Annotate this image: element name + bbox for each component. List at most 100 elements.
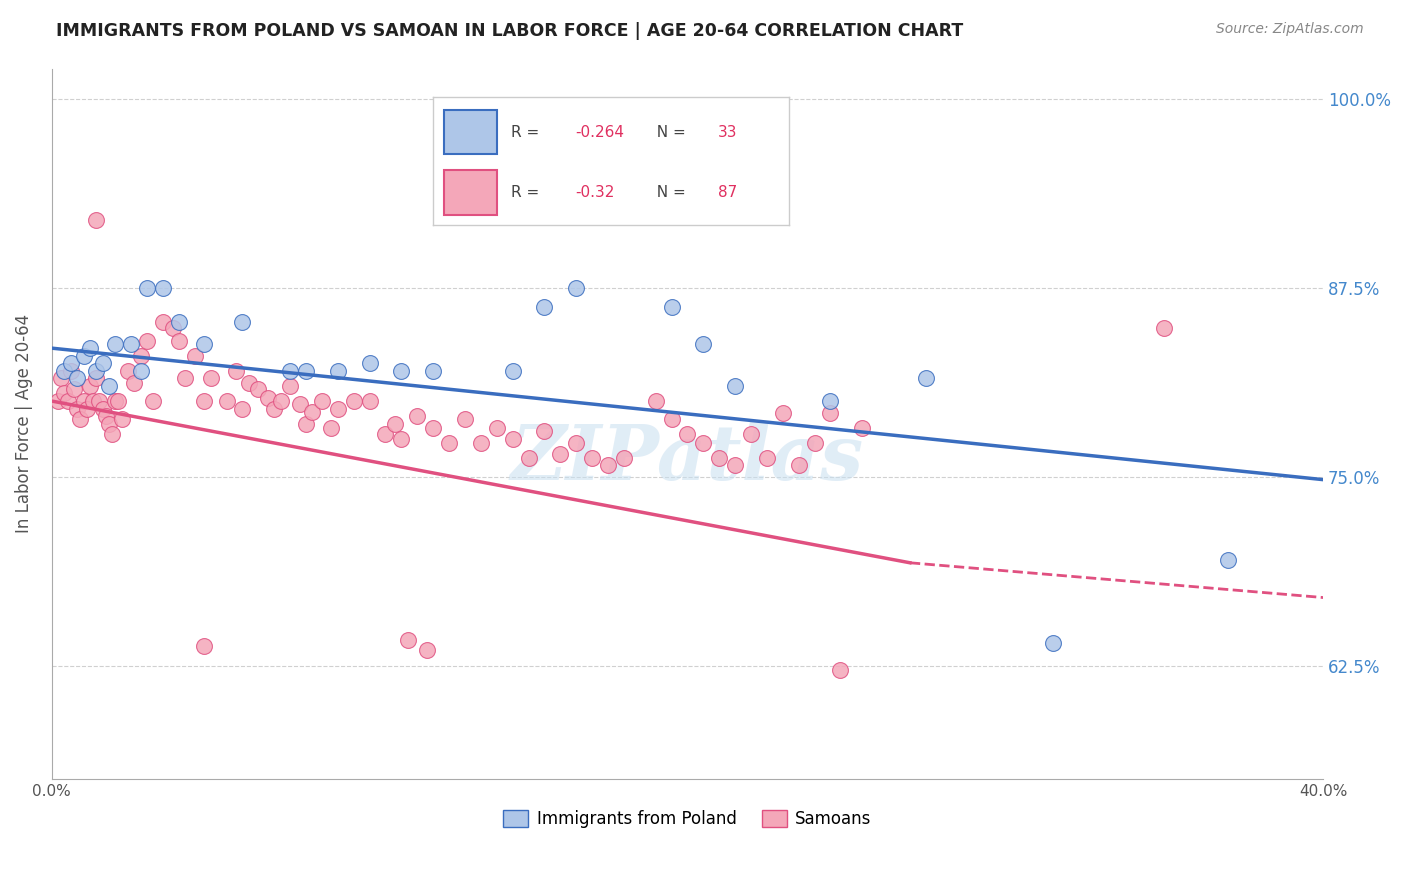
Point	[231, 401, 253, 416]
Point	[343, 394, 366, 409]
Point	[238, 376, 260, 390]
Point	[422, 421, 444, 435]
Point	[454, 412, 477, 426]
Point	[820, 406, 842, 420]
Point	[91, 356, 114, 370]
Point	[787, 458, 810, 472]
Point	[91, 401, 114, 416]
Point	[69, 412, 91, 426]
Point	[321, 421, 343, 435]
Point	[46, 394, 69, 409]
Point	[828, 663, 851, 677]
Point	[288, 397, 311, 411]
Point	[295, 417, 318, 431]
Point	[389, 432, 412, 446]
Point	[914, 371, 936, 385]
Legend: Immigrants from Poland, Samoans: Immigrants from Poland, Samoans	[496, 803, 879, 835]
Point	[63, 382, 86, 396]
Point	[72, 394, 94, 409]
Point	[117, 364, 139, 378]
Point	[470, 436, 492, 450]
Point	[97, 379, 120, 393]
Point	[193, 336, 215, 351]
Point	[193, 394, 215, 409]
Point	[311, 394, 333, 409]
Point	[124, 376, 146, 390]
Point	[136, 334, 159, 348]
Point	[692, 436, 714, 450]
Point	[803, 436, 825, 450]
Point	[692, 336, 714, 351]
Point	[53, 386, 76, 401]
Point	[374, 427, 396, 442]
Point	[51, 371, 73, 385]
Point	[772, 406, 794, 420]
Point	[247, 382, 270, 396]
Point	[111, 412, 134, 426]
Point	[389, 364, 412, 378]
Point	[66, 371, 89, 385]
Point	[89, 394, 111, 409]
Point	[152, 281, 174, 295]
Point	[94, 409, 117, 424]
Point	[184, 349, 207, 363]
Point	[231, 315, 253, 329]
Point	[53, 364, 76, 378]
Point	[565, 281, 588, 295]
Point	[97, 417, 120, 431]
Point	[661, 301, 683, 315]
Point	[79, 379, 101, 393]
Point	[215, 394, 238, 409]
Point	[422, 364, 444, 378]
Point	[72, 349, 94, 363]
Point	[1216, 553, 1239, 567]
Point	[270, 394, 292, 409]
Point	[174, 371, 197, 385]
Point	[384, 417, 406, 431]
Point	[225, 364, 247, 378]
Point	[416, 643, 439, 657]
Point	[84, 212, 107, 227]
Point	[129, 364, 152, 378]
Text: IMMIGRANTS FROM POLAND VS SAMOAN IN LABOR FORCE | AGE 20-64 CORRELATION CHART: IMMIGRANTS FROM POLAND VS SAMOAN IN LABO…	[56, 22, 963, 40]
Point	[851, 421, 873, 435]
Point	[755, 451, 778, 466]
Point	[84, 364, 107, 378]
Point	[406, 409, 429, 424]
Point	[661, 412, 683, 426]
Point	[193, 639, 215, 653]
Point	[533, 424, 555, 438]
Point	[295, 364, 318, 378]
Point	[326, 364, 349, 378]
Point	[101, 427, 124, 442]
Text: Source: ZipAtlas.com: Source: ZipAtlas.com	[1216, 22, 1364, 37]
Point	[84, 371, 107, 385]
Point	[533, 301, 555, 315]
Point	[396, 632, 419, 647]
Point	[502, 432, 524, 446]
Point	[596, 458, 619, 472]
Point	[59, 356, 82, 370]
Point	[120, 336, 142, 351]
Point	[724, 379, 747, 393]
Point	[485, 421, 508, 435]
Point	[724, 458, 747, 472]
Point	[104, 394, 127, 409]
Point	[136, 281, 159, 295]
Point	[740, 427, 762, 442]
Point	[820, 394, 842, 409]
Point	[104, 336, 127, 351]
Point	[263, 401, 285, 416]
Point	[66, 401, 89, 416]
Point	[107, 394, 129, 409]
Point	[359, 394, 381, 409]
Point	[129, 349, 152, 363]
Y-axis label: In Labor Force | Age 20-64: In Labor Force | Age 20-64	[15, 314, 32, 533]
Point	[82, 394, 104, 409]
Point	[59, 364, 82, 378]
Point	[200, 371, 222, 385]
Text: ZIPatlas: ZIPatlas	[510, 422, 865, 496]
Point	[613, 451, 636, 466]
Point	[142, 394, 165, 409]
Point	[76, 401, 98, 416]
